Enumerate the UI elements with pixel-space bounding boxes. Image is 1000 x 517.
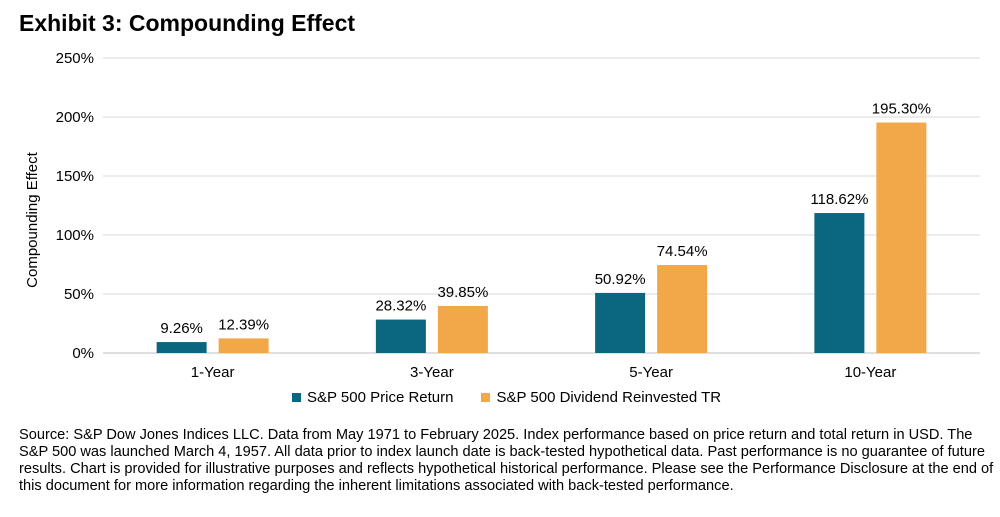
y-tick-labels: 0% 50% 100% 150% 200% 250% — [56, 50, 94, 362]
x-tick-label: 1-Year — [191, 364, 235, 381]
legend-label-price-return: S&P 500 Price Return — [307, 389, 454, 406]
bar-price-return — [156, 342, 207, 353]
legend-swatch-price-return — [292, 393, 301, 402]
bar-price-return — [814, 213, 865, 353]
legend-item-price-return: S&P 500 Price Return — [292, 389, 453, 406]
legend-item-dividend-tr: S&P 500 Dividend Reinvested TR — [481, 389, 721, 406]
y-tick-label: 0% — [72, 345, 94, 362]
y-tick-label: 150% — [56, 168, 94, 185]
y-tick-label: 250% — [56, 50, 94, 67]
bars — [156, 122, 927, 354]
x-tick-label: 10-Year — [844, 364, 896, 381]
data-label-price-return: 28.32% — [375, 298, 426, 315]
data-label-price-return: 118.62% — [810, 191, 868, 208]
bar-dividend-tr — [657, 265, 708, 353]
data-label-price-return: 9.26% — [160, 320, 203, 337]
y-tick-label: 100% — [56, 227, 94, 244]
bar-dividend-tr — [437, 305, 488, 353]
data-label-dividend-tr: 195.30% — [872, 101, 931, 118]
data-label-dividend-tr: 39.85% — [437, 284, 488, 301]
bar-chart: 0% 50% 100% 150% 200% 250% 9.26% 12.39% 28.32% 3… — [56, 50, 980, 381]
y-tick-label: 50% — [64, 286, 94, 303]
legend: S&P 500 Price Return S&P 500 Dividend Re… — [292, 389, 749, 406]
bar-price-return — [595, 292, 646, 353]
data-label-dividend-tr: 12.39% — [218, 316, 269, 333]
source-note: Source: S&P Dow Jones Indices LLC. Data … — [19, 427, 994, 494]
legend-label-dividend-tr: S&P 500 Dividend Reinvested TR — [496, 389, 722, 406]
y-tick-label: 200% — [56, 109, 94, 126]
x-tick-label: 3-Year — [410, 364, 454, 381]
y-axis-label-wrap: Compounding Effect — [24, 151, 41, 287]
bar-price-return — [375, 319, 426, 353]
data-labels: 9.26% 12.39% 28.32% 39.85% 50.92% 74.54% 118.6… — [160, 101, 931, 338]
bar-dividend-tr — [218, 338, 269, 353]
x-tick-label: 5-Year — [629, 364, 673, 381]
data-label-price-return: 50.92% — [595, 271, 646, 288]
legend-swatch-dividend-tr — [481, 393, 491, 402]
x-tick-labels: 1-Year 3-Year 5-Year 10-Year — [191, 364, 897, 381]
y-axis-label: Compounding Effect — [24, 151, 41, 287]
chart-title: Exhibit 3: Compounding Effect — [19, 10, 356, 36]
bar-dividend-tr — [876, 122, 927, 354]
data-label-dividend-tr: 74.54% — [657, 243, 708, 260]
